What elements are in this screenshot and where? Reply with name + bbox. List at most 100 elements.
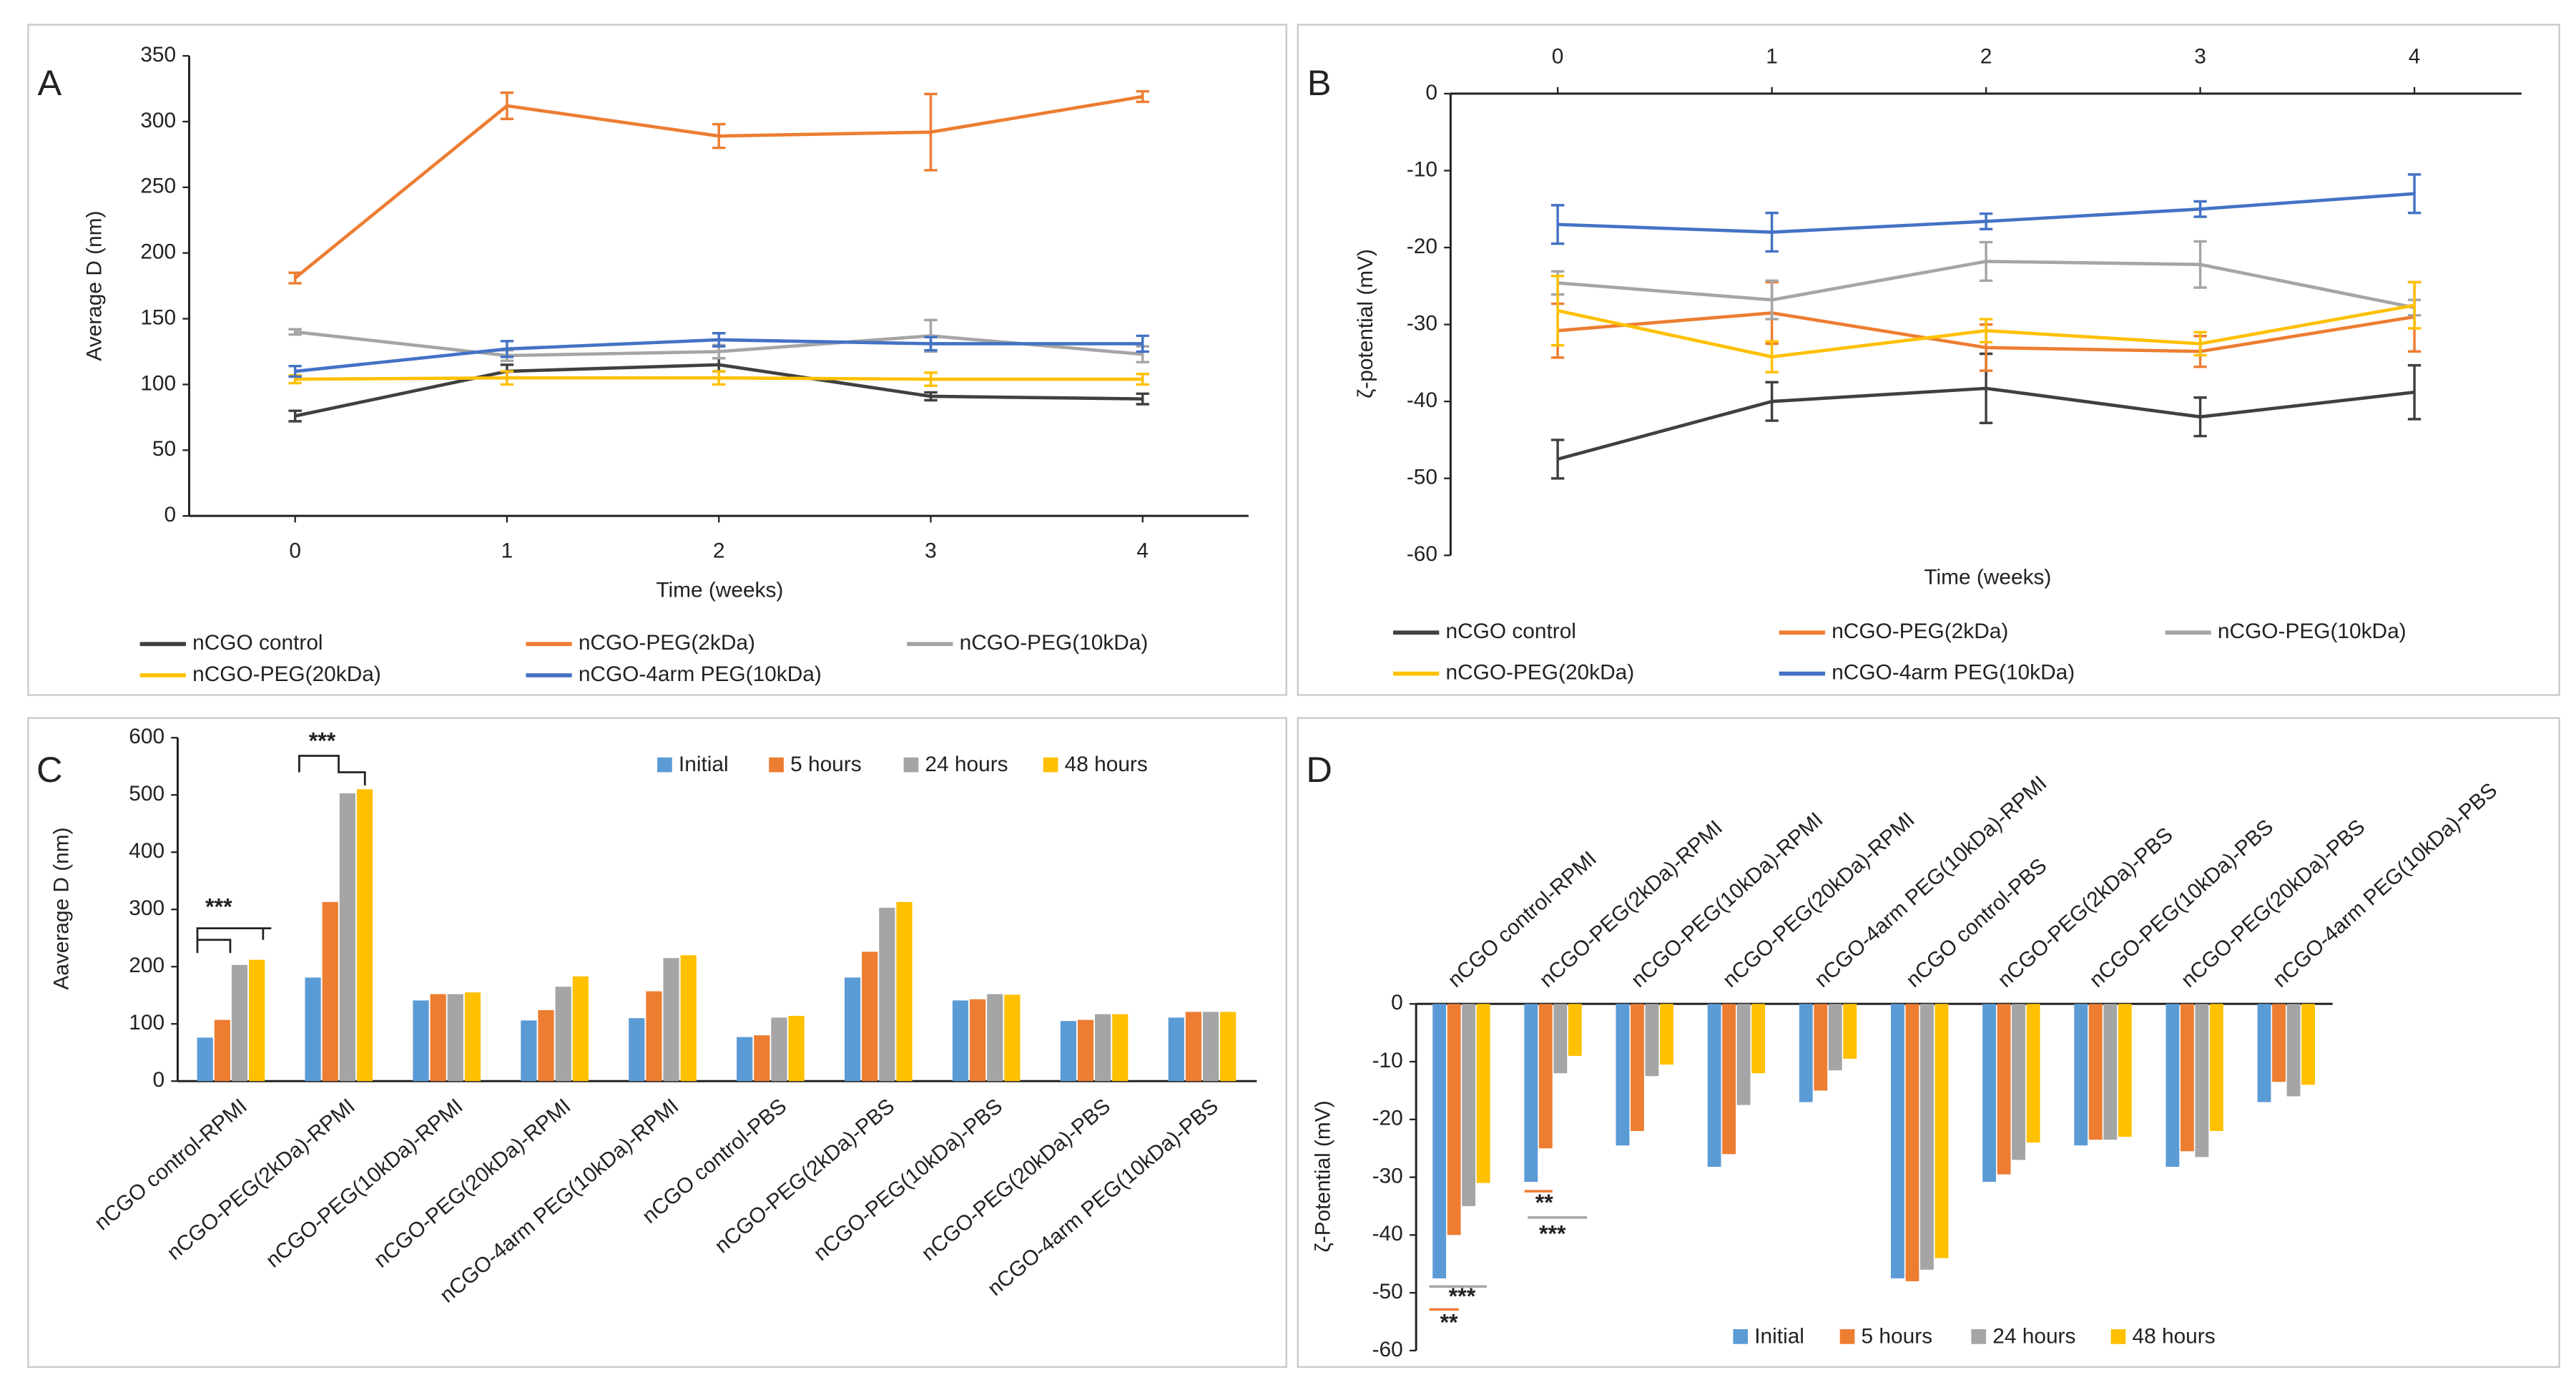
bar (1935, 1004, 1949, 1258)
error-bar (1550, 204, 1565, 245)
bar (2257, 1004, 2271, 1102)
bar (1168, 1017, 1184, 1082)
bar (1919, 1004, 1934, 1270)
error-bar (2193, 200, 2207, 218)
error-bar (288, 364, 302, 378)
bar (1462, 1004, 1476, 1206)
bar (538, 1010, 554, 1082)
legend-label: nCGO-PEG(10kDa) (2218, 620, 2407, 643)
bar (1447, 1004, 1461, 1235)
bar (1645, 1004, 1659, 1077)
x-tick-label: 0 (1552, 44, 1564, 68)
annotation: ** (1535, 1190, 1554, 1215)
error-bar (288, 328, 302, 336)
y-tick-label: 0 (1425, 81, 1437, 104)
y-tick-label: 0 (152, 1068, 164, 1092)
bar (1722, 1004, 1736, 1155)
y-tick-label: 100 (140, 371, 176, 395)
y-tick-label: 250 (140, 175, 176, 198)
bar (844, 977, 861, 1082)
error-bar (1550, 439, 1565, 480)
bar (1004, 994, 1021, 1082)
error-bar (2407, 363, 2422, 421)
bar (2165, 1004, 2180, 1168)
bar (2195, 1004, 2209, 1157)
legend-swatch (1971, 1329, 1987, 1344)
error-bar (2407, 173, 2422, 215)
legend-label: Initial (679, 753, 729, 776)
bar (987, 994, 1003, 1082)
bar (1905, 1004, 1919, 1281)
bar (1432, 1004, 1447, 1278)
bar (1476, 1004, 1490, 1183)
bar (2286, 1004, 2301, 1097)
bar (1616, 1004, 1630, 1146)
legend-label: nCGO control (192, 631, 323, 655)
annotation: ** (1440, 1310, 1459, 1336)
bar (1112, 1014, 1129, 1082)
annotation: *** (309, 728, 336, 754)
error-bar (288, 271, 302, 285)
error-bar (1136, 89, 1149, 104)
error-bar (924, 92, 938, 172)
error-bar (1979, 318, 1993, 344)
error-bar (1979, 240, 1993, 283)
y-tick-label: 150 (140, 305, 176, 329)
bar (1524, 1004, 1538, 1183)
annotation: *** (1539, 1221, 1566, 1247)
legend-label: nCGO-PEG(20kDa) (192, 662, 381, 686)
bar (1220, 1012, 1237, 1082)
bar (680, 955, 697, 1082)
error-bar (1136, 392, 1149, 406)
error-bar (2193, 396, 2207, 438)
bar (413, 1000, 429, 1082)
bar (2272, 1004, 2286, 1082)
y-tick-label: 100 (129, 1011, 164, 1034)
panel-label: C (36, 749, 62, 790)
bar (464, 992, 481, 1082)
bar (521, 1020, 537, 1082)
y-tick-label: -30 (1372, 1164, 1403, 1188)
bar (2026, 1004, 2040, 1143)
legend-swatch (1839, 1329, 1855, 1344)
x-tick-label: 4 (2409, 44, 2421, 68)
x-axis-label: Time (weeks) (1924, 565, 2051, 589)
x-tick-label: 2 (1980, 44, 1992, 68)
y-tick-label: 600 (129, 725, 164, 748)
y-tick-label: 0 (164, 503, 177, 527)
legend-label: nCGO-4arm PEG(10kDa) (579, 662, 822, 686)
error-bar (1979, 212, 1993, 230)
significance-bracket (298, 755, 366, 785)
bar (1060, 1021, 1076, 1082)
bar (1660, 1004, 1673, 1065)
legend-label: 48 hours (2132, 1324, 2215, 1348)
error-bar (1136, 373, 1149, 386)
bar (305, 977, 321, 1082)
bar (969, 999, 986, 1082)
bar (1185, 1012, 1201, 1082)
bar (356, 789, 373, 1082)
x-tick-label: 1 (501, 539, 513, 563)
legend-label: nCGO control (1445, 620, 1575, 643)
y-tick-label: 0 (1391, 991, 1403, 1014)
error-bar (1765, 340, 1779, 374)
bar (322, 901, 338, 1082)
bar (1631, 1004, 1644, 1131)
y-tick-label: 200 (140, 240, 176, 264)
error-bar (1765, 211, 1779, 253)
y-axis-label: Average D (nm) (82, 211, 106, 361)
bar (339, 793, 355, 1082)
error-bar (2193, 331, 2207, 357)
y-tick-label: -60 (1372, 1338, 1403, 1361)
y-tick-label: -50 (1407, 466, 1437, 489)
error-bar (924, 371, 938, 387)
annotation: *** (1449, 1283, 1476, 1309)
error-bar (924, 391, 938, 402)
y-tick-label: 400 (129, 839, 164, 863)
bar (737, 1037, 753, 1082)
bar (1799, 1004, 1813, 1102)
panel-label: D (1306, 749, 1332, 790)
error-bar (1765, 381, 1779, 422)
panel-label: A (37, 62, 62, 103)
